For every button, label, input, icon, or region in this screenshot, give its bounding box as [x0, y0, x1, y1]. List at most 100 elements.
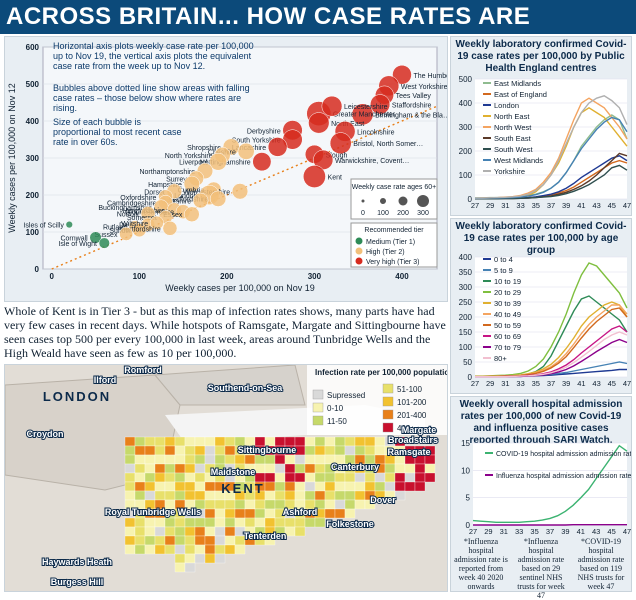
hosp-chart-panel: Weekly overall hospital admission rates …	[450, 396, 632, 592]
map-cell	[275, 464, 285, 473]
map-cell	[205, 509, 215, 518]
bubble-note-3: Size of each bubble is proportional to m…	[53, 117, 183, 147]
size-legend-circle	[380, 198, 386, 204]
map-cell	[285, 482, 295, 491]
map-cell	[215, 437, 225, 446]
tier-legend-swatch	[356, 248, 363, 255]
x-tick-label: 200	[220, 272, 234, 281]
x-tick-label: 0	[50, 272, 55, 281]
y-axis-label: Weekly cases per 100,000 on Nov 12	[7, 83, 17, 232]
map-cell	[165, 446, 175, 455]
map-legend-swatch	[313, 390, 323, 399]
map-place-label: Royal Tunbridge Wells	[105, 507, 201, 517]
x-tick-label: 41	[577, 379, 585, 388]
map-cell	[305, 437, 315, 446]
y-tick-label: 400	[459, 253, 473, 262]
y-tick-label: 500	[459, 75, 473, 84]
x-tick-label: 29	[484, 527, 492, 536]
map-cell	[155, 491, 165, 500]
map-cell	[415, 482, 425, 491]
map-cell	[355, 482, 365, 491]
map-cell	[215, 509, 225, 518]
legend-label: COVID-19 hospital admission admission ra…	[496, 451, 631, 458]
map-cell	[135, 536, 145, 545]
map-cell	[235, 545, 245, 554]
map-cell	[175, 527, 185, 536]
y-tick-label: 400	[26, 117, 40, 126]
x-tick-label: 27	[469, 527, 477, 536]
map-cell	[355, 491, 365, 500]
map-cell	[185, 455, 195, 464]
y-tick-label: 350	[459, 268, 473, 277]
map-cell	[305, 491, 315, 500]
map-cell	[285, 527, 295, 536]
map-cell	[135, 473, 145, 482]
map-place-label: Margate	[402, 425, 437, 435]
map-cell	[195, 518, 205, 527]
map-cell	[165, 545, 175, 554]
y-tick-label: 5	[466, 494, 471, 503]
map-cell	[155, 455, 165, 464]
map-cell	[405, 464, 415, 473]
map-cell	[335, 473, 345, 482]
map-cell	[265, 500, 275, 509]
map-cell	[185, 554, 195, 563]
map-cell	[205, 545, 215, 554]
map-cell	[295, 446, 305, 455]
legend-label: South West	[494, 145, 534, 154]
map-cell	[285, 491, 295, 500]
map-cell	[165, 491, 175, 500]
bubble-label: Kent	[328, 175, 342, 182]
map-cell	[175, 545, 185, 554]
map-cell	[125, 536, 135, 545]
legend-label: 50 to 59	[494, 321, 521, 330]
map-cell	[195, 536, 205, 545]
map-cell	[185, 527, 195, 536]
map-cell	[285, 518, 295, 527]
map-cell	[405, 482, 415, 491]
x-tick-label: 35	[532, 379, 540, 388]
map-cell	[165, 473, 175, 482]
map-cell	[225, 509, 235, 518]
map-legend-label: 201-400	[397, 411, 427, 420]
map-cell	[175, 518, 185, 527]
map-cell	[365, 446, 375, 455]
map-legend-label: 0-10	[327, 404, 344, 413]
size-legend-value: 100	[377, 210, 389, 217]
map-legend-label: Supressed	[327, 391, 365, 400]
map-cell	[305, 464, 315, 473]
map-cell	[155, 464, 165, 473]
map-cell	[185, 545, 195, 554]
y-tick-label: 100	[459, 343, 473, 352]
bubble-label: Bristol, North Somer…	[353, 141, 423, 148]
size-legend-circle	[362, 200, 365, 203]
tier-legend-label: Medium (Tier 1)	[366, 239, 415, 246]
map-cell	[335, 491, 345, 500]
map-cell	[255, 464, 265, 473]
map-cell	[135, 464, 145, 473]
map-cell	[345, 491, 355, 500]
map-cell	[215, 545, 225, 554]
map-cell	[275, 518, 285, 527]
map-place-label: Ilford	[94, 375, 117, 385]
map-cell	[175, 554, 185, 563]
map-cell	[235, 509, 245, 518]
y-tick-label: 200	[26, 191, 40, 200]
x-tick-label: 47	[623, 379, 631, 388]
map-cell	[145, 473, 155, 482]
map-cell	[295, 464, 305, 473]
map-cell	[125, 545, 135, 554]
map-cell	[225, 536, 235, 545]
map-cell	[225, 545, 235, 554]
map-legend-label: 51-100	[397, 385, 422, 394]
bubble-point	[119, 227, 132, 240]
map-cell	[415, 473, 425, 482]
x-tick-label: 29	[486, 201, 494, 210]
map-cell	[315, 464, 325, 473]
bubble-label: Lincolnshire	[357, 129, 394, 136]
x-tick-label: 33	[516, 379, 524, 388]
map-cell	[175, 455, 185, 464]
